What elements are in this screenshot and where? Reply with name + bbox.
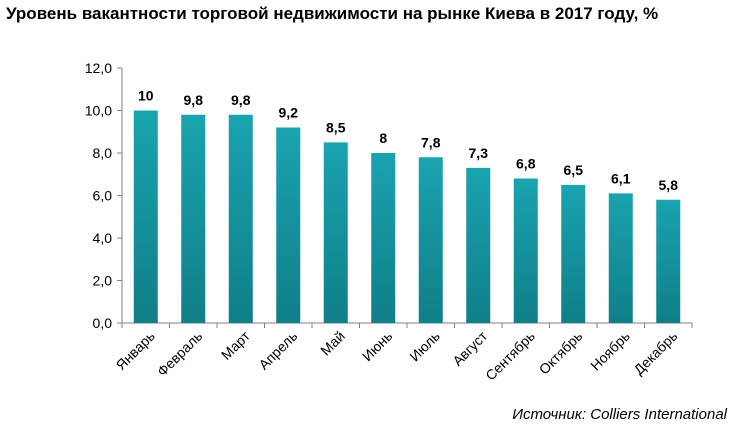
bar (323, 142, 348, 323)
y-tick-label: 6,0 (93, 188, 113, 204)
chart-title: Уровень вакантности торговой недвижимост… (6, 4, 659, 23)
data-label: 9,8 (184, 92, 204, 108)
y-tick-label: 0,0 (93, 315, 113, 331)
data-label: 8 (379, 130, 387, 146)
y-tick-label: 12,0 (85, 60, 112, 76)
category-label: Март (218, 327, 253, 362)
category-label: Октябрь (536, 328, 586, 378)
y-tick-label: 10,0 (85, 103, 112, 119)
category-label: Декабрь (630, 328, 680, 378)
y-tick-label: 4,0 (93, 230, 113, 246)
bar (513, 178, 538, 323)
data-label: 9,8 (231, 92, 251, 108)
bar (608, 193, 633, 323)
bar (228, 114, 253, 323)
category-label: Май (317, 328, 348, 359)
category-label: Апрель (255, 328, 300, 373)
category-label: Февраль (154, 328, 206, 380)
data-label: 6,5 (564, 162, 584, 178)
y-tick-label: 2,0 (93, 273, 113, 289)
data-label: 7,8 (421, 134, 441, 150)
data-label: 7,3 (469, 145, 489, 161)
category-label: Июнь (359, 328, 395, 364)
source-note: Источник: Colliers International (512, 406, 727, 423)
data-label: 5,8 (659, 177, 679, 193)
data-label: 6,1 (611, 170, 631, 186)
bar (371, 153, 396, 323)
data-label: 8,5 (326, 119, 346, 135)
bar (181, 114, 206, 323)
data-label: 10 (138, 88, 154, 104)
bar (133, 110, 158, 323)
data-label: 6,8 (516, 156, 536, 172)
bar (561, 184, 586, 323)
category-label: Январь (113, 328, 158, 373)
bar (418, 157, 443, 323)
data-label: 9,2 (279, 105, 299, 121)
category-label: Июль (406, 328, 443, 365)
bar (276, 127, 301, 323)
category-label: Август (449, 327, 491, 369)
category-label: Сентябрь (482, 328, 538, 384)
bar (466, 167, 491, 323)
y-tick-label: 8,0 (93, 145, 113, 161)
bar (656, 199, 681, 323)
category-label: Ноябрь (587, 328, 633, 374)
